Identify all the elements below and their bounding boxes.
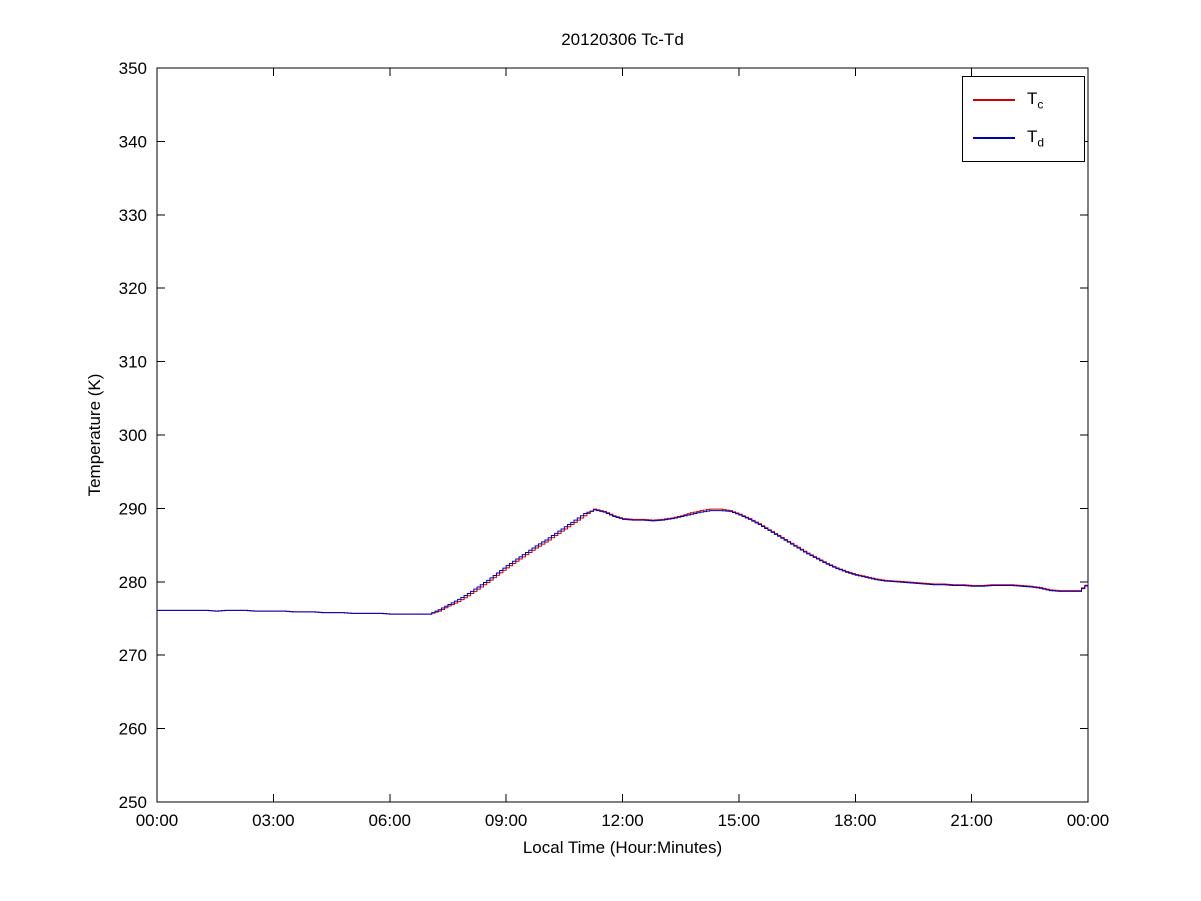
series-line-tc [157,508,1089,615]
y-tick-label: 310 [119,353,147,372]
y-tick-label: 320 [119,279,147,298]
y-tick-label: 340 [119,132,147,151]
y-tick-label: 350 [119,59,147,78]
x-tick-label: 00:00 [136,811,179,830]
x-tick-label: 21:00 [950,811,993,830]
chart-title: 20120306 Tc-Td [561,30,684,49]
x-tick-label: 12:00 [601,811,644,830]
x-axis-label: Local Time (Hour:Minutes) [522,838,723,857]
x-tick-label: 00:00 [1067,811,1110,830]
y-tick-label: 290 [119,499,147,518]
legend-line-td [973,137,1015,139]
series-line-td [157,509,1089,615]
legend-label-td-sub: d [1037,135,1045,150]
legend-label-tc: Tc [1027,89,1043,111]
axes-box [156,67,1089,803]
x-tick-label: 09:00 [485,811,528,830]
x-tick-label: 03:00 [252,811,295,830]
y-tick-label: 270 [119,646,147,665]
x-tick-label: 18:00 [834,811,877,830]
y-axis-label: Temperature (K) [85,373,104,497]
legend-label-tc-main: T [1027,88,1038,108]
y-tick-label: 250 [119,793,147,812]
legend-label-td: Td [1027,127,1044,149]
legend-entry-td: Td [963,119,1084,157]
legend-label-tc-sub: c [1037,97,1044,112]
y-tick-label: 260 [119,720,147,739]
legend-label-td-main: T [1027,126,1038,146]
legend-entry-tc: Tc [963,81,1084,119]
legend: Tc Td [962,76,1085,162]
x-tick-label: 15:00 [718,811,761,830]
legend-line-tc [973,99,1015,101]
x-tick-label: 06:00 [368,811,411,830]
y-tick-label: 330 [119,206,147,225]
y-tick-label: 300 [119,426,147,445]
y-tick-label: 280 [119,573,147,592]
